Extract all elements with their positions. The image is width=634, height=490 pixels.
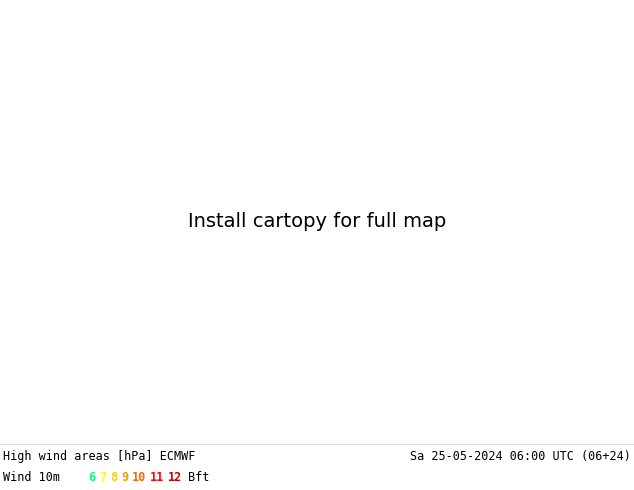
Text: 6: 6 xyxy=(88,471,95,484)
Text: 7: 7 xyxy=(99,471,106,484)
Text: Bft: Bft xyxy=(188,471,209,484)
Text: 8: 8 xyxy=(110,471,117,484)
Text: 9: 9 xyxy=(121,471,128,484)
Text: Sa 25-05-2024 06:00 UTC (06+24): Sa 25-05-2024 06:00 UTC (06+24) xyxy=(410,450,631,463)
Text: Wind 10m: Wind 10m xyxy=(3,471,60,484)
Text: 12: 12 xyxy=(168,471,182,484)
Text: 10: 10 xyxy=(132,471,146,484)
Text: 11: 11 xyxy=(150,471,164,484)
Text: High wind areas [hPa] ECMWF: High wind areas [hPa] ECMWF xyxy=(3,450,195,463)
Text: Install cartopy for full map: Install cartopy for full map xyxy=(188,212,446,231)
